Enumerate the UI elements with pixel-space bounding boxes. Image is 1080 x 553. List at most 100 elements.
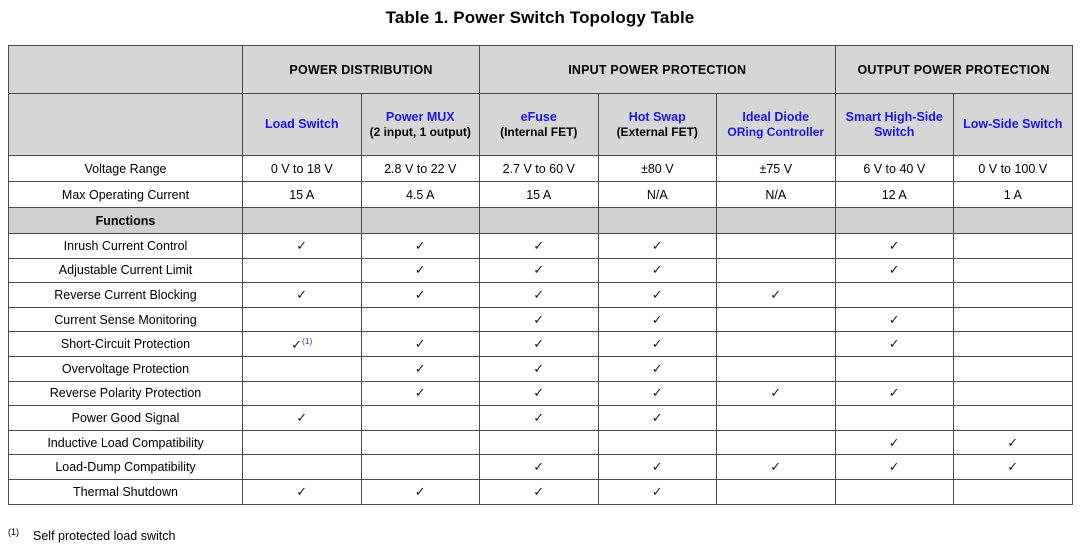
table-head: POWER DISTRIBUTION INPUT POWER PROTECTION… — [8, 45, 1073, 156]
functions-divider-label: Functions — [8, 207, 243, 234]
row-label: Short-Circuit Protection — [8, 331, 243, 357]
row-label: Max Operating Current — [8, 181, 243, 208]
check-cell: ✓ — [360, 233, 480, 259]
empty-cell — [953, 331, 1073, 357]
empty-cell — [242, 380, 362, 407]
column-header-0: Load Switch — [242, 93, 362, 156]
footnote-text: Self protected load switch — [33, 529, 176, 544]
functions-divider-cell — [834, 207, 954, 234]
spec-value-cell: 2.7 V to 60 V — [479, 155, 599, 182]
spec-value-cell: 15 A — [242, 181, 362, 208]
check-cell: ✓ — [597, 454, 717, 480]
check-icon: ✓ — [533, 484, 545, 500]
empty-cell — [716, 405, 836, 431]
check-cell: ✓ — [242, 405, 362, 431]
table-row: Voltage Range 0 V to 18 V 2.8 V to 22 V 2.7… — [8, 155, 1073, 182]
column-header-3: Hot Swap (External FET) — [597, 93, 717, 156]
group-header-row: POWER DISTRIBUTION INPUT POWER PROTECTION… — [8, 45, 1073, 94]
check-icon: ✓ — [296, 238, 308, 254]
column-header-main: Hot Swap — [628, 110, 686, 124]
check-icon: ✓ — [533, 361, 545, 377]
empty-cell — [716, 331, 836, 357]
check-cell: ✓ — [597, 478, 717, 505]
spec-value-cell: 6 V to 40 V — [834, 155, 954, 182]
check-cell: ✓ — [597, 405, 717, 431]
table-body: Voltage Range 0 V to 18 V 2.8 V to 22 V 2.7… — [8, 155, 1073, 505]
check-icon: ✓ — [533, 238, 545, 254]
empty-cell — [716, 429, 836, 456]
table-row: Inductive Load Compatibility ✓ ✓ — [8, 429, 1073, 456]
check-cell: ✓ — [716, 380, 836, 407]
check-icon: ✓ — [888, 263, 900, 279]
table-row: Load-Dump Compatibility ✓ ✓ ✓ ✓ ✓ — [8, 454, 1073, 480]
column-header-main: Power MUX — [385, 110, 455, 124]
check-cell: ✓ — [716, 454, 836, 480]
footnote: (1) Self protected load switch — [8, 527, 175, 543]
row-label: Inrush Current Control — [8, 233, 243, 259]
footnote-marker: (1) — [8, 527, 19, 537]
check-icon: ✓ — [770, 287, 782, 303]
check-cell: ✓ — [360, 331, 480, 357]
row-label: Adjustable Current Limit — [8, 257, 243, 284]
check-icon: ✓ — [770, 460, 782, 476]
spec-value-cell: 2.8 V to 22 V — [360, 155, 480, 182]
check-icon: ✓ — [888, 460, 900, 476]
check-icon: ✓ — [651, 238, 663, 254]
empty-cell — [479, 429, 599, 456]
row-label: Reverse Polarity Protection — [8, 380, 243, 407]
check-icon: ✓ — [651, 263, 663, 279]
empty-cell — [242, 429, 362, 456]
empty-cell — [834, 405, 954, 431]
check-cell: ✓ — [716, 282, 836, 308]
empty-cell — [953, 306, 1073, 333]
check-cell: ✓ — [360, 380, 480, 407]
check-icon: ✓ — [414, 484, 426, 500]
check-icon: ✓ — [414, 263, 426, 279]
page-title: Table 1. Power Switch Topology Table — [385, 8, 695, 27]
column-header-main: Low-Side Switch — [963, 117, 1063, 132]
check-cell: ✓ — [242, 478, 362, 505]
check-cell: ✓ — [597, 306, 717, 333]
spec-value-cell: N/A — [716, 181, 836, 208]
column-header-main: eFuse — [520, 110, 557, 124]
row-label: Inductive Load Compatibility — [8, 429, 243, 456]
check-icon: ✓ — [651, 287, 663, 303]
check-icon: ✓ — [414, 386, 426, 402]
table-row: Reverse Current Blocking ✓ ✓ ✓ ✓ ✓ — [8, 282, 1073, 308]
check-cell: ✓ — [834, 429, 954, 456]
check-cell: ✓ — [242, 282, 362, 308]
check-icon: ✓ — [888, 435, 900, 451]
group-header-1: POWER DISTRIBUTION — [242, 45, 480, 94]
check-cell: ✓ — [953, 454, 1073, 480]
check-cell: ✓ — [479, 282, 599, 308]
check-icon: ✓ — [533, 263, 545, 279]
empty-cell — [716, 478, 836, 505]
check-cell: ✓ — [479, 257, 599, 284]
empty-cell — [360, 405, 480, 431]
check-icon: ✓ — [533, 386, 545, 402]
check-icon: ✓ — [296, 484, 308, 500]
table-row: Current Sense Monitoring ✓ ✓ ✓ — [8, 306, 1073, 333]
column-header-1: Power MUX (2 input, 1 output) — [360, 93, 480, 156]
row-label: Current Sense Monitoring — [8, 306, 243, 333]
column-header-main: Ideal Diode — [742, 110, 810, 124]
footnote-ref: (1) — [302, 336, 313, 347]
check-icon: ✓ — [414, 361, 426, 377]
row-label: Overvoltage Protection — [8, 355, 243, 382]
column-header-sub: ORing Controller — [727, 124, 825, 139]
check-icon: ✓ — [533, 287, 545, 303]
functions-divider-cell — [953, 207, 1073, 234]
column-header-5: Smart High-Side Switch — [834, 93, 954, 156]
check-icon: ✓ — [296, 287, 308, 303]
check-cell: ✓ — [597, 233, 717, 259]
check-cell: ✓ — [834, 233, 954, 259]
check-icon: ✓ — [291, 338, 302, 354]
column-header-sub: (External FET) — [616, 124, 698, 139]
column-header-main: Smart High-Side Switch — [845, 110, 943, 139]
check-icon: ✓ — [296, 410, 308, 426]
check-icon: ✓ — [414, 287, 426, 303]
topology-table-container: POWER DISTRIBUTION INPUT POWER PROTECTION… — [8, 45, 1073, 505]
check-icon: ✓ — [414, 238, 426, 254]
empty-cell — [242, 355, 362, 382]
functions-divider-cell — [716, 207, 836, 234]
